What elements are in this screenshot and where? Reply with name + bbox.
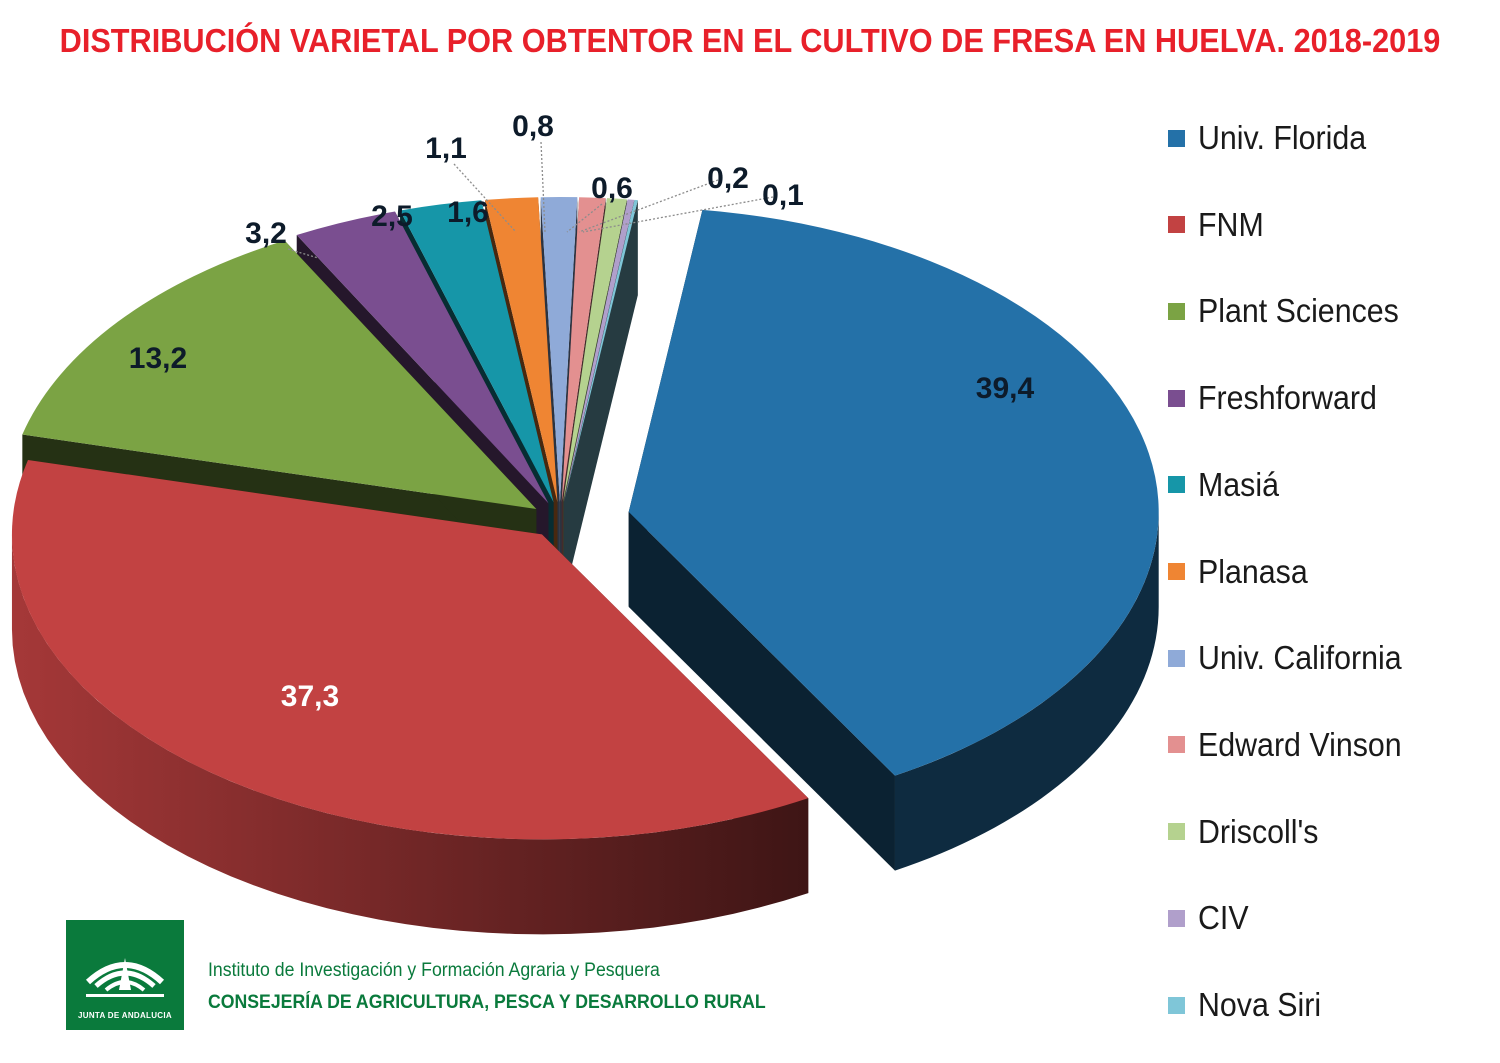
slice-cut-face <box>564 200 638 598</box>
slice-driscoll-s <box>563 198 627 503</box>
logo-text: JUNTA DE ANDALUCIA <box>78 1011 172 1020</box>
data-label: 1,6 <box>447 196 489 229</box>
legend-label: Plant Sciences <box>1198 292 1399 330</box>
legend-swatch <box>1168 996 1185 1014</box>
logo-arcs-icon <box>85 958 165 997</box>
data-label: 3,2 <box>245 217 287 250</box>
legend-item: Driscoll's <box>1168 812 1329 852</box>
legend-swatch <box>1168 736 1185 754</box>
legend-swatch <box>1168 389 1185 407</box>
legend-swatch <box>1168 476 1185 494</box>
legend-swatch <box>1168 302 1185 320</box>
slice-nova-siri <box>564 199 638 503</box>
legend-label: Nova Siri <box>1198 986 1322 1023</box>
legend-item: Univ. Florida <box>1168 118 1381 158</box>
slice-freshforward <box>296 211 549 504</box>
slice-outer-face <box>11 534 809 935</box>
legend-label: Univ. California <box>1198 639 1402 677</box>
data-label: 1,1 <box>425 132 467 165</box>
data-label: 0,8 <box>512 110 554 143</box>
legend-item: FNM <box>1168 205 1269 245</box>
legend-swatch <box>1168 129 1185 147</box>
legend-swatch <box>1168 216 1185 234</box>
data-label: 0,2 <box>707 162 749 195</box>
slice-planasa <box>485 197 558 503</box>
pie-tops <box>11 197 1159 840</box>
legend-label: Univ. Florida <box>1198 119 1367 156</box>
legend-label: Planasa <box>1198 552 1308 590</box>
slice-univ-california <box>540 197 578 503</box>
data-label: 37,3 <box>281 680 339 713</box>
leader-line <box>582 196 774 233</box>
data-label: 0,1 <box>762 179 804 212</box>
legend-label: Freshforward <box>1198 379 1377 417</box>
leader-lines <box>287 141 774 259</box>
legend-item: CIV <box>1168 898 1253 938</box>
legend-label: CIV <box>1198 899 1249 937</box>
legend-swatch <box>1168 563 1185 580</box>
legend-label: Edward Vinson <box>1198 725 1402 763</box>
legend-item: Freshforward <box>1168 378 1392 418</box>
legend-swatch <box>1168 649 1185 667</box>
data-label: 2,5 <box>371 200 413 233</box>
data-labels: 39,4 37,3 13,2 3,2 2,5 1,6 1,1 0,8 0,6 0,2 0,1 <box>129 110 1035 713</box>
institute-name: Instituto de Investigación y Formación A… <box>208 960 660 981</box>
data-label: 13,2 <box>129 342 187 375</box>
legend-label: FNM <box>1198 205 1264 243</box>
slice-masi- <box>400 200 554 503</box>
legend-item: Edward Vinson <box>1168 725 1419 765</box>
legend-swatch <box>1168 823 1185 841</box>
leader-line <box>540 141 546 233</box>
data-label: 0,6 <box>591 172 633 205</box>
leader-line <box>287 248 319 259</box>
legend-item: Nova Siri <box>1168 985 1332 1025</box>
legend-label: Masiá <box>1198 465 1279 503</box>
legend-item: Plant Sciences <box>1168 291 1416 331</box>
leader-line <box>578 179 719 233</box>
slice-outer-face <box>894 511 1159 871</box>
leader-line <box>566 203 603 233</box>
legend-swatch <box>1168 909 1185 927</box>
chart-title: DISTRIBUCIÓN VARIETAL POR OBTENTOR EN EL… <box>59 22 1441 59</box>
slice-univ-florida <box>628 209 1159 776</box>
data-label: 39,4 <box>976 372 1035 405</box>
slice-edward-vinson <box>561 197 606 503</box>
legend-item: Masiá <box>1168 465 1286 505</box>
footer: JUNTA DE ANDALUCIA Instituto de Investig… <box>66 920 826 1030</box>
legend-item: Planasa <box>1168 552 1317 592</box>
slice-plant-sciences <box>22 240 537 509</box>
legend-label: Driscoll's <box>1198 812 1319 850</box>
legend-item: Univ. California <box>1168 638 1419 678</box>
slice-civ <box>563 199 635 503</box>
leader-line <box>453 163 517 233</box>
slice-fnm <box>11 459 809 840</box>
junta-andalucia-logo: JUNTA DE ANDALUCIA <box>66 920 184 1030</box>
slice-cut-face <box>628 511 895 871</box>
ministry-name: CONSEJERÍA DE AGRICULTURA, PESCA Y DESAR… <box>208 992 766 1013</box>
